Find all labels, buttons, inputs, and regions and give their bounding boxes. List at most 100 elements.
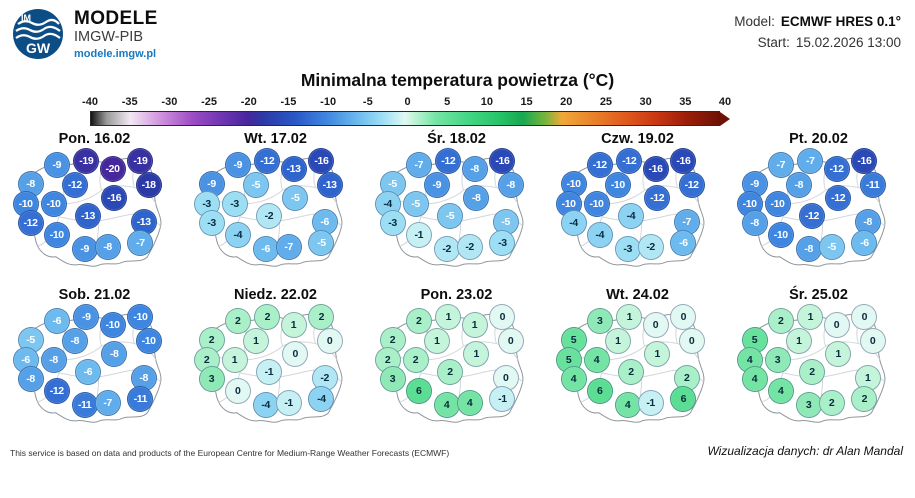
temp-bubble: -8 [94,234,121,261]
temp-bubble: 2 [254,303,281,330]
temp-bubble: 1 [242,327,269,354]
temp-bubble: 0 [489,303,516,330]
forecast-panel: Wt. 24.02 5 3 1 0 0 0 5 1 4 1 4 2 2 6 4 -1 6 [548,287,727,438]
temp-bubble: -6 [74,358,101,385]
temp-bubble: -12 [825,185,852,212]
temp-bubble: 3 [198,366,225,393]
temp-bubble: -3 [379,210,406,237]
temp-bubble: 4 [456,390,483,417]
temp-bubble: -1 [489,386,516,413]
panel-date-title: Czw. 19.02 [601,131,674,147]
temp-bubble: -12 [435,147,462,174]
temp-bubble: -7 [275,234,302,261]
temp-bubble: -3 [198,210,225,237]
colorbar-tick: 25 [599,96,613,108]
temp-bubble: -12 [43,378,70,405]
forecast-panel: Czw. 19.02 -10 -12 -12 -16 -16 -12 -10 -10 -10 -12… [548,131,727,282]
footer-attribution: This service is based on data and produc… [10,448,450,458]
temp-bubble: 2 [224,307,251,334]
temp-bubble: -16 [642,155,669,182]
temp-bubble: -12 [616,147,643,174]
temp-bubble: -11 [127,386,154,413]
temp-bubble: 1 [461,311,488,338]
brand-url-link[interactable]: modele.imgw.pl [74,47,157,60]
poland-map: -5 -7 -12 -8 -16 -8 -4 -9 -5 -8 -3 -5 -5 -1 -2 -2 -3 [374,147,539,282]
temp-bubble: -5 [282,185,309,212]
panel-date-title: Niedz. 22.02 [233,287,317,303]
forecast-panel: Śr. 18.02 -5 -7 -12 -8 -16 -8 -4 -9 -5 -8 -3 -5 -5 -1-… [367,131,546,282]
temp-bubble: -5 [436,202,463,229]
colorbar-tick: -10 [320,96,337,108]
colorbar-tick: 15 [520,96,533,108]
temp-bubble: -3 [221,190,248,217]
colorbar-tick: -15 [280,96,297,108]
temp-bubble: -1 [275,390,302,417]
colorbar-arrow-icon [720,111,730,126]
temp-bubble: 1 [616,303,643,330]
temp-bubble: 2 [436,358,463,385]
forecast-panel: Wt. 17.02 -9 -9 -12 -13 -16 -13 -3 -5 -3 -5 -3 -2 -6-… [186,131,365,282]
start-value: 15.02.2026 13:00 [795,34,901,50]
poland-map: -9 -7 -7 -12 -16 -11 -10 -8 -10 -12 -8 -12 -8 -10 -8 -5… [736,147,901,282]
colorbar-tick: -30 [161,96,178,108]
temp-bubble: -4 [586,222,613,249]
temp-bubble: -12 [254,147,281,174]
colorbar-tick: -5 [362,96,373,108]
temp-bubble: 2 [617,358,644,385]
brand-title: MODELE [74,8,158,30]
temp-bubble: -1 [637,390,664,417]
brand[interactable]: IM GW MODELE IMGW-PIB modele.imgw.pl [12,8,158,60]
temp-bubble: 0 [224,378,251,405]
footer-credit: Wizualizacja danych: dr Alan Mandal [707,444,903,458]
temp-bubble: -2 [255,202,282,229]
poland-map: -8 -9 -19 -20 -19 -18 -10 -12 -10 -16 -12 -13 -13 -10… [12,147,177,282]
temp-bubble: -16 [851,147,878,174]
temp-bubble: -4 [617,202,644,229]
colorbar-gradient [90,111,720,126]
temp-bubble: 2 [818,390,845,417]
temp-bubble: -3 [489,230,516,257]
logo-text-im: IM [21,13,31,23]
temp-bubble: -4 [308,386,335,413]
temp-bubble: -7 [405,151,432,178]
temp-bubble: -10 [767,222,794,249]
panel-date-title: Pon. 16.02 [58,131,131,147]
header: IM GW MODELE IMGW-PIB modele.imgw.pl Mod… [0,0,915,68]
model-info: Model: ECMWF HRES 0.1° Start: 15.02.2026 1… [734,8,901,54]
temp-bubble: -5 [308,230,335,257]
temp-bubble: -9 [73,303,100,330]
temp-bubble: -12 [586,151,613,178]
temp-bubble: -5 [818,234,845,261]
temp-bubble: -11 [859,171,886,198]
temp-bubble: -10 [99,311,126,338]
temp-bubble: -13 [316,171,343,198]
temp-bubble: -5 [242,171,269,198]
temp-bubble: -16 [308,147,335,174]
colorbar-tick: 35 [679,96,692,108]
temp-bubble: 0 [282,341,309,368]
panel-date-title: Śr. 25.02 [789,287,848,303]
temp-bubble: 4 [741,366,768,393]
panel-date-title: Pon. 23.02 [420,287,493,303]
temp-bubble: -6 [43,307,70,334]
temp-bubble: -13 [280,155,307,182]
temp-bubble: 0 [670,303,697,330]
temp-bubble: -16 [489,147,516,174]
temp-bubble: -12 [798,202,825,229]
temp-bubble: -10 [135,327,162,354]
panel-date-title: Pt. 20.02 [789,131,848,147]
temp-bubble: -7 [767,151,794,178]
temp-bubble: 1 [423,327,450,354]
temp-bubble: 1 [280,311,307,338]
temp-bubble: -8 [795,235,822,262]
temp-bubble: -8 [785,171,812,198]
colorbar-tick-labels: -40 -35 -30 -25 -20 -15 -10 -5 0 5 10 15 20 25 30 35 40 [82,96,731,110]
poland-map: -5 -6 -9 -10 -10 -10 -6 -8 -8 -8 -8 -6 -8 -12 -11 -7 -11 [12,303,177,438]
temp-bubble: 6 [586,378,613,405]
temp-bubble: -18 [135,171,162,198]
temp-bubble: -6 [670,230,697,257]
temp-bubble: 1 [604,327,631,354]
temp-bubble: -6 [252,235,279,262]
temp-bubble: -2 [637,234,664,261]
temp-bubble: -10 [127,303,154,330]
